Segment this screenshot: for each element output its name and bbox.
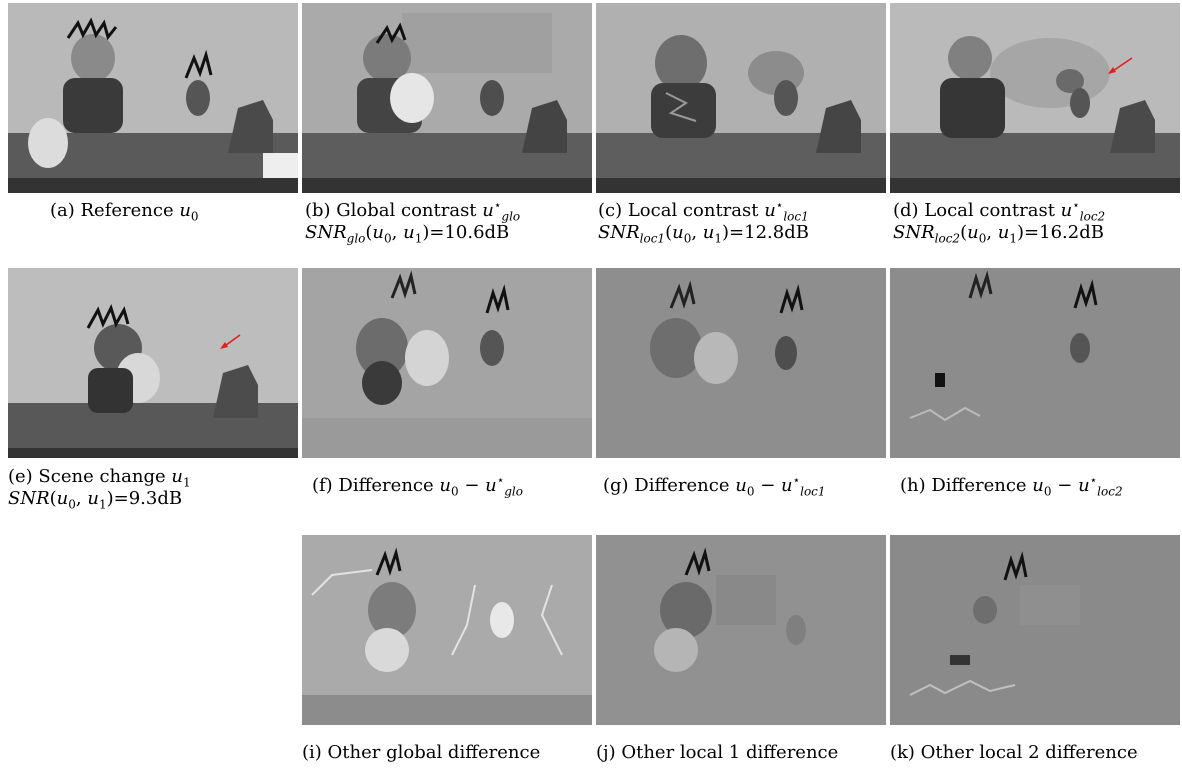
other-local-1-difference-image [596, 535, 886, 725]
caption-h: (h) Difference u0 − u⋆loc2 [900, 473, 1123, 499]
caption-f: (f) Difference u0 − u⋆glo [312, 473, 523, 499]
panel-a-image [8, 3, 298, 193]
panel-i-image [302, 535, 592, 725]
caption-c: (c) Local contrast u⋆loc1 SNRloc1(u0, u1… [598, 198, 809, 246]
panel-c-image [596, 3, 886, 193]
caption-b: (b) Global contrast u⋆glo SNRglo(u0, u1)… [305, 198, 521, 246]
panel-j-image [596, 535, 886, 725]
other-local-2-difference-image [890, 535, 1180, 725]
caption-i: (i) Other global difference [302, 742, 541, 763]
annotation-arrow-head [220, 342, 228, 349]
panel-e-image [8, 268, 298, 458]
caption-a: (a) Reference u0 [50, 200, 199, 224]
caption-k: (k) Other local 2 difference [890, 742, 1138, 763]
caption-e: (e) Scene change u1 SNR(u0, u1)=9.3dB [8, 466, 191, 512]
panel-h-image [890, 268, 1180, 458]
difference-glo-image [302, 268, 592, 458]
caption-j: (j) Other local 1 difference [596, 742, 839, 763]
global-contrast-photo [302, 3, 592, 193]
local-contrast-2-photo [890, 3, 1180, 193]
panel-d-image [890, 3, 1180, 193]
other-global-difference-image [302, 535, 592, 725]
difference-loc1-image [596, 268, 886, 458]
local-contrast-1-photo [596, 3, 886, 193]
caption-g: (g) Difference u0 − u⋆loc1 [603, 473, 826, 499]
panel-b-image [302, 3, 592, 193]
difference-loc2-image [890, 268, 1180, 458]
annotation-arrow-head [1108, 67, 1116, 74]
panel-k-image [890, 535, 1180, 725]
scene-change-photo [8, 268, 298, 458]
reference-photo [8, 3, 298, 193]
caption-d: (d) Local contrast u⋆loc2 SNRloc2(u0, u1… [893, 198, 1106, 246]
panel-f-image [302, 268, 592, 458]
panel-g-image [596, 268, 886, 458]
